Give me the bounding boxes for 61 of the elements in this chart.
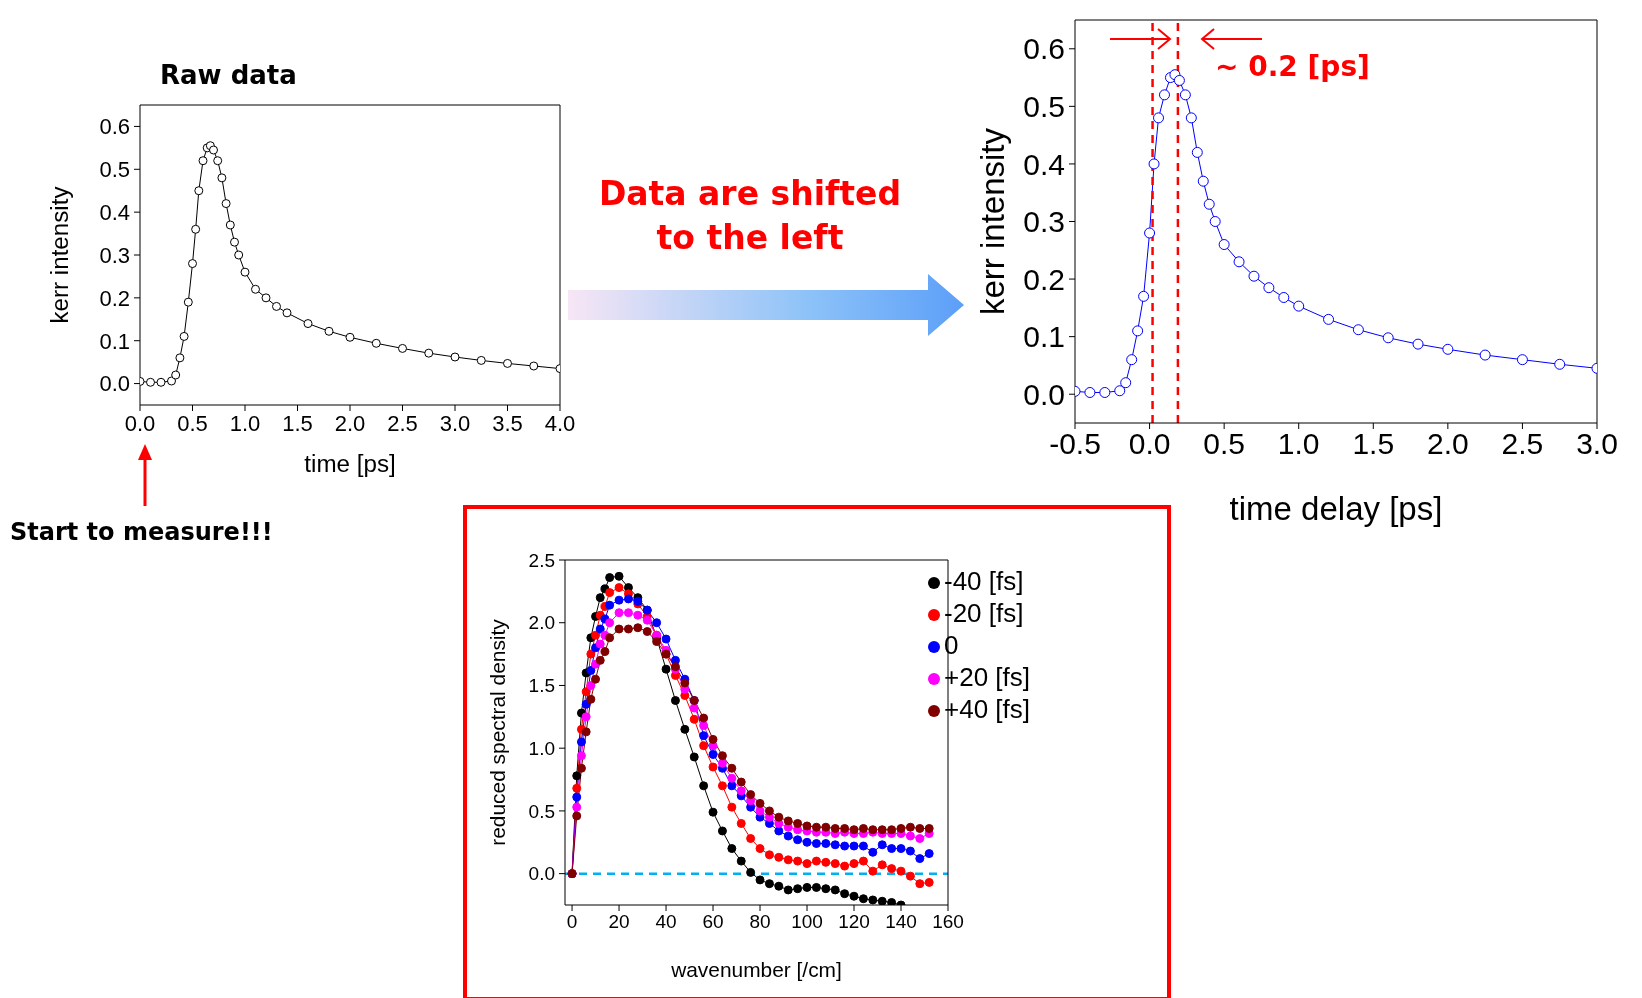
- x-tick-label: 0.5: [1203, 427, 1245, 461]
- text: Start to measure!!!: [10, 518, 273, 546]
- legend-label: +40 [fs]: [944, 694, 1030, 724]
- chart-title: Raw data: [160, 60, 297, 90]
- y-tick-label: 0.5: [528, 800, 555, 822]
- annotation: ~ 0.2 [ps]: [1215, 50, 1370, 83]
- x-tick-label: 3.5: [492, 410, 523, 436]
- x-tick-label: 4.0: [544, 410, 576, 436]
- y-tick-label: 0.4: [99, 199, 130, 225]
- y-tick-label: 0.1: [1023, 320, 1065, 354]
- y-tick-label: 2.0: [528, 612, 555, 634]
- x-tick-label: 0.0: [1128, 427, 1171, 461]
- y-tick-label: 0.1: [99, 328, 130, 354]
- y-tick-label: 1.5: [528, 675, 555, 697]
- x-tick-label: 3.0: [439, 410, 471, 436]
- y-tick-label: 0.0: [99, 371, 130, 397]
- x-tick-label: 100: [791, 911, 823, 933]
- y-axis-title: kerr intensity: [973, 127, 1011, 316]
- x-tick-label: 2.5: [1501, 427, 1544, 461]
- y-tick-label: 0.3: [1023, 205, 1065, 239]
- x-tick-label: 2.0: [334, 410, 366, 436]
- y-axis-title: reduced spectral density: [485, 618, 509, 846]
- y-tick-label: 0.5: [1023, 90, 1065, 124]
- y-tick-label: 1.0: [528, 737, 555, 759]
- x-axis-title: time delay [ps]: [1229, 490, 1443, 527]
- x-tick-label: 160: [932, 911, 964, 933]
- x-tick-label: 0.0: [124, 410, 156, 436]
- x-tick-label: 1.5: [1352, 427, 1395, 461]
- text: Data are shifted to the left: [597, 173, 903, 259]
- x-tick-label: -0.5: [1049, 427, 1101, 461]
- x-tick-label: 3.0: [1576, 427, 1618, 461]
- x-tick-label: 1.0: [1277, 427, 1320, 461]
- x-tick-label: 80: [749, 911, 771, 933]
- y-tick-label: 0.0: [1023, 377, 1065, 411]
- y-tick-label: 2.5: [528, 549, 555, 571]
- y-axis-title: kerr intensity: [46, 185, 74, 324]
- x-tick-label: 0: [566, 911, 578, 933]
- legend-label: -20 [fs]: [944, 598, 1024, 628]
- y-tick-label: 0.5: [99, 157, 130, 183]
- legend-label: 0: [944, 630, 959, 660]
- x-tick-label: 2.5: [387, 410, 418, 436]
- y-tick-label: 0.2: [99, 285, 130, 311]
- legend-label: +20 [fs]: [944, 662, 1030, 692]
- legend-label: -40 [fs]: [944, 566, 1024, 596]
- y-tick-label: 0.2: [1023, 262, 1065, 296]
- x-tick-label: 20: [608, 911, 630, 933]
- x-tick-label: 2.0: [1427, 427, 1469, 461]
- x-tick-label: 1.0: [229, 410, 261, 436]
- x-tick-label: 120: [838, 911, 870, 933]
- x-tick-label: 60: [702, 911, 724, 933]
- y-tick-label: 0.6: [1023, 32, 1065, 66]
- y-tick-label: 0.3: [99, 242, 130, 268]
- x-tick-label: 40: [655, 911, 677, 933]
- y-tick-label: 0.6: [99, 114, 130, 140]
- x-axis-title: wavenumber [/cm]: [670, 958, 842, 981]
- x-tick-label: 1.5: [282, 410, 313, 436]
- y-tick-label: 0.4: [1023, 147, 1065, 181]
- x-tick-label: 140: [885, 911, 917, 933]
- y-tick-label: 0.0: [528, 863, 555, 885]
- x-tick-label: 0.5: [177, 410, 208, 436]
- x-axis-title: time [ps]: [304, 450, 396, 477]
